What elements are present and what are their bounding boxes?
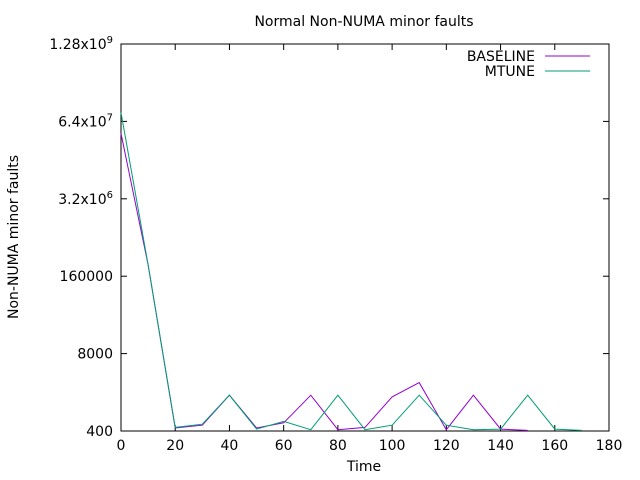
series-line-mtune [120, 112, 582, 431]
y-tick-label: 8000 [77, 347, 113, 363]
x-tick-label: 40 [221, 438, 239, 454]
x-axis: 0 20 40 60 80 100 120 140 160 180 [117, 44, 623, 454]
y-tick-label: 160000 [60, 269, 113, 285]
plot-area-frame [120, 43, 610, 432]
y-axis-label: Non-NUMA minor faults [6, 155, 22, 319]
y-axis: 400 8000 160000 3.2x106 6.4x107 1.28x109 [49, 35, 609, 440]
series-lines [120, 112, 582, 431]
legend-label-mtune: MTUNE [485, 64, 535, 80]
x-tick-label: 80 [329, 438, 347, 454]
chart-title: Normal Non-NUMA minor faults [254, 14, 473, 30]
x-axis-label: Time [346, 459, 381, 475]
x-tick-label: 160 [541, 438, 568, 454]
y-tick-label: 6.4x107 [58, 112, 113, 130]
x-tick-label: 140 [487, 438, 514, 454]
x-tick-label: 180 [596, 438, 623, 454]
x-tick-label: 100 [379, 438, 406, 454]
y-tick-label: 3.2x106 [58, 190, 113, 208]
x-tick-label: 120 [433, 438, 460, 454]
x-tick-label: 60 [275, 438, 293, 454]
y-tick-label: 400 [86, 424, 113, 440]
legend-label-baseline: BASELINE [467, 49, 535, 65]
x-tick-label: 0 [117, 438, 126, 454]
x-tick-label: 20 [166, 438, 184, 454]
y-tick-label: 1.28x109 [49, 35, 113, 53]
series-line-baseline [120, 133, 528, 431]
